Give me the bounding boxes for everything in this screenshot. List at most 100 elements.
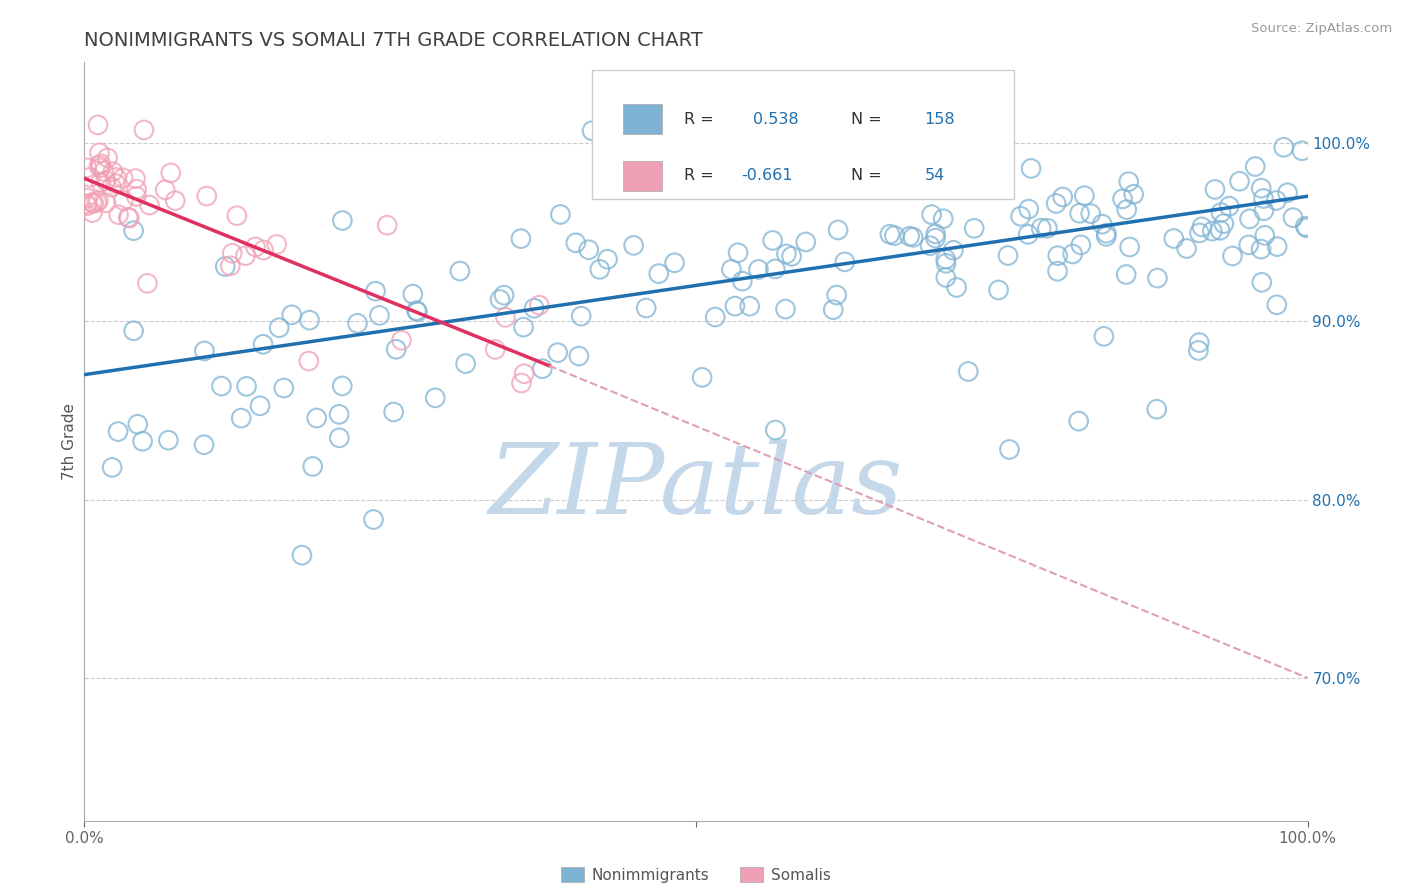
Point: [89, 161, 111, 175]
Point: [935, 270, 957, 285]
Point: [94, 195, 117, 210]
Point: [1218, 199, 1240, 213]
Point: [87, 118, 110, 132]
Text: 158: 158: [925, 112, 955, 127]
Point: [195, 189, 218, 203]
Point: [125, 182, 148, 196]
Point: [1046, 264, 1069, 278]
Point: [225, 209, 247, 223]
Point: [117, 211, 139, 225]
Point: [252, 337, 274, 351]
Point: [1265, 194, 1288, 208]
Point: [76, 199, 98, 213]
Point: [87, 194, 110, 208]
Point: [1115, 268, 1137, 282]
Point: [1209, 223, 1232, 237]
Point: [231, 411, 253, 425]
Point: [368, 309, 391, 323]
Text: N =: N =: [851, 112, 887, 127]
Point: [531, 361, 554, 376]
Point: [1250, 276, 1272, 290]
Point: [987, 283, 1010, 297]
Point: [406, 305, 429, 319]
Text: 54: 54: [925, 169, 945, 183]
Point: [762, 234, 785, 248]
Point: [90, 176, 112, 190]
Point: [945, 280, 967, 294]
Point: [963, 221, 986, 235]
Point: [578, 243, 600, 257]
Point: [82, 195, 104, 210]
Point: [1146, 271, 1168, 285]
Point: [565, 235, 588, 250]
Point: [269, 320, 291, 334]
Point: [1250, 242, 1272, 256]
Point: [1201, 224, 1223, 238]
Point: [1295, 220, 1317, 235]
Point: [664, 256, 686, 270]
Point: [775, 302, 797, 317]
Point: [628, 168, 651, 182]
Point: [738, 299, 761, 313]
Point: [454, 357, 477, 371]
FancyBboxPatch shape: [623, 161, 662, 191]
Point: [1070, 238, 1092, 252]
Point: [879, 227, 901, 242]
Point: [159, 166, 181, 180]
Point: [89, 145, 111, 160]
Point: [763, 423, 786, 437]
Point: [727, 245, 749, 260]
Point: [1239, 211, 1261, 226]
Point: [79, 170, 101, 185]
Point: [1045, 196, 1067, 211]
Point: [827, 223, 849, 237]
Point: [1118, 175, 1140, 189]
Point: [346, 316, 368, 330]
Point: [763, 262, 786, 277]
Point: [405, 303, 427, 318]
Point: [107, 425, 129, 439]
Point: [1191, 219, 1213, 234]
Y-axis label: 7th Grade: 7th Grade: [62, 403, 77, 480]
Point: [489, 293, 512, 307]
Point: [901, 230, 924, 244]
Point: [1253, 192, 1275, 206]
Point: [1118, 240, 1140, 254]
Point: [330, 379, 353, 393]
Point: [125, 189, 148, 203]
Point: [301, 459, 323, 474]
Point: [118, 211, 141, 225]
Point: [648, 267, 671, 281]
Point: [1017, 227, 1039, 242]
Point: [235, 249, 257, 263]
Point: [596, 252, 619, 267]
Point: [328, 431, 350, 445]
Point: [550, 207, 572, 221]
Point: [425, 391, 447, 405]
Point: [138, 198, 160, 212]
Point: [449, 264, 471, 278]
Point: [291, 548, 314, 562]
Point: [1069, 206, 1091, 220]
Point: [957, 364, 980, 378]
Point: [523, 301, 546, 316]
Point: [1095, 226, 1118, 240]
Point: [375, 219, 398, 233]
Point: [112, 194, 135, 208]
Point: [704, 310, 727, 324]
Point: [1091, 217, 1114, 231]
Point: [1209, 205, 1232, 219]
Point: [1036, 221, 1059, 235]
Text: R =: R =: [683, 112, 718, 127]
Point: [1062, 247, 1084, 261]
Point: [484, 343, 506, 357]
Point: [83, 196, 105, 211]
Point: [569, 309, 592, 323]
Point: [364, 284, 387, 298]
Point: [547, 345, 569, 359]
Point: [513, 367, 536, 381]
Point: [932, 211, 955, 226]
Point: [924, 231, 946, 245]
Point: [1146, 402, 1168, 417]
Point: [509, 232, 531, 246]
